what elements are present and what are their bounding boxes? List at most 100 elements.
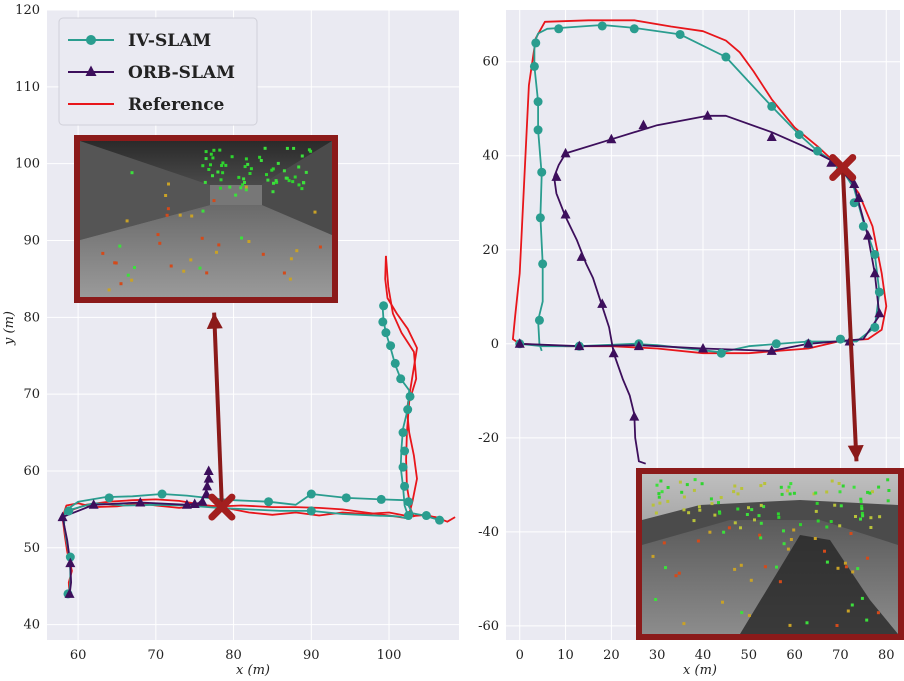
left-reference-line	[66, 498, 440, 521]
right-y-tick-label: 40	[482, 149, 499, 164]
right-orb-slam-marker	[766, 345, 777, 355]
right-iv-slam-marker	[721, 52, 731, 62]
right-orb-slam-marker	[698, 343, 708, 353]
left-iv-slam-marker	[306, 506, 316, 516]
left-x-tick-label: 90	[303, 648, 320, 663]
right-x-tick-label: 0	[516, 648, 524, 663]
left-orb-slam-marker	[202, 480, 213, 491]
left-y-tick-label: 50	[23, 541, 40, 556]
right-failure-x-marker	[829, 154, 857, 181]
right-iv-slam-marker	[534, 315, 544, 325]
right-reference-line	[512, 19, 888, 355]
right-orb-slam-marker	[560, 209, 571, 219]
right-orb-slam-marker	[576, 251, 587, 261]
right-iv-slam-marker	[870, 249, 880, 259]
left-orb-slam-marker	[135, 496, 146, 507]
right-iv-slam-marker	[533, 97, 543, 107]
legend-entry-reference: Reference	[68, 95, 225, 115]
left-y-tick-label: 60	[23, 464, 40, 479]
legend-marker-iv-slam	[86, 35, 96, 45]
right-y-tick-label: -20	[478, 431, 499, 446]
left-y-axis-label: y (m)	[2, 311, 17, 346]
right-orb-slam-marker	[766, 131, 777, 141]
left-x-tick-label: 70	[148, 648, 165, 663]
corridor-feature-points	[101, 146, 322, 292]
left-y-tick-label: 70	[23, 387, 40, 402]
left-iv-slam-marker	[400, 481, 410, 491]
left-iv-slam-marker	[157, 489, 167, 499]
right-iv-slam-marker	[529, 61, 539, 71]
left-iv-slam-marker	[378, 317, 388, 327]
left-reference-line	[384, 255, 418, 515]
left-iv-slam-marker	[65, 552, 75, 562]
right-orb-slam-marker	[826, 157, 837, 167]
right-orb-slam-marker	[560, 147, 571, 158]
legend-label-iv-slam: IV-SLAM	[128, 31, 211, 51]
right-iv-slam-marker	[533, 125, 543, 135]
right-iv-slam-marker	[813, 146, 823, 156]
right-iv-slam-marker	[675, 29, 685, 39]
left-iv-slam-marker	[64, 506, 74, 516]
right-orb-slam-marker	[551, 171, 562, 181]
right-series	[512, 19, 888, 465]
right-iv-slam-marker	[771, 339, 781, 349]
left-iv-slam-marker	[381, 328, 391, 338]
right-iv-slam-marker	[874, 287, 884, 297]
left-tick-labels: 60 70 80 90 100 40 50 60 70 80 90 100 110 120	[15, 3, 401, 663]
right-orb-slam-marker	[803, 338, 814, 348]
right-failure-arrow	[840, 167, 864, 462]
left-y-tick-label: 40	[23, 618, 40, 633]
right-orb-slam-line	[519, 114, 881, 465]
right-x-tick-label: 60	[786, 648, 803, 663]
right-iv-slam-marker	[767, 101, 777, 111]
left-failure-x-marker	[208, 493, 236, 521]
right-x-tick-label: 20	[603, 648, 620, 663]
legend-label-reference: Reference	[128, 95, 225, 115]
left-iv-slam-marker	[376, 494, 386, 504]
legend-entry-iv-slam: IV-SLAM	[68, 31, 211, 51]
right-orb-slam-marker	[597, 298, 608, 308]
right-orb-slam-marker	[574, 340, 585, 351]
left-iv-slam-marker	[398, 428, 408, 438]
left-iv-slam-marker	[104, 493, 114, 503]
right-iv-slam-marker	[538, 259, 548, 269]
left-orb-slam-marker	[203, 473, 214, 483]
legend: IV-SLAM ORB-SLAM Reference	[58, 17, 258, 126]
left-iv-slam-marker	[435, 515, 445, 525]
right-iv-slam-line	[519, 24, 881, 354]
left-orb-slam-marker	[64, 588, 75, 598]
left-series	[57, 255, 456, 599]
right-y-tick-label: 60	[482, 55, 499, 70]
right-x-tick-label: 10	[557, 648, 574, 663]
left-orb-slam-marker	[88, 499, 99, 509]
left-iv-slam-marker	[421, 511, 431, 521]
left-iv-slam-marker	[396, 374, 406, 384]
right-x-axis-label: x (m)	[683, 663, 717, 678]
right-orb-slam-marker	[629, 411, 640, 421]
right-orb-slam-marker	[849, 178, 860, 188]
left-iv-slam-marker	[398, 462, 408, 472]
left-iv-slam-marker	[386, 341, 396, 351]
right-orb-slam-marker	[862, 230, 873, 240]
left-orb-slam-marker	[197, 496, 208, 506]
right-iv-slam-marker	[858, 221, 868, 231]
left-x-tick-label: 60	[70, 648, 87, 663]
left-orb-slam-marker	[189, 498, 200, 509]
left-orb-slam-marker	[65, 557, 76, 568]
legend-marker-orb-slam	[85, 65, 97, 76]
right-x-tick-label: 40	[695, 648, 712, 663]
right-tick-labels: 0 10 20 30 40 50 60 70 80 -60 -40 -20 0 20 40 60	[478, 55, 894, 663]
right-iv-slam-marker	[835, 334, 845, 344]
left-iv-slam-marker	[400, 446, 410, 456]
left-iv-slam-line	[66, 502, 409, 520]
right-iv-slam-marker	[554, 24, 564, 34]
right-y-tick-label: 0	[491, 337, 499, 352]
right-x-tick-label: 80	[878, 648, 895, 663]
right-orb-slam-marker	[608, 347, 619, 358]
left-reference-line	[385, 255, 418, 518]
right-iv-slam-marker	[537, 167, 547, 177]
right-orb-slam-marker	[869, 267, 880, 278]
right-orb-slam-marker	[702, 110, 713, 120]
left-iv-slam-marker	[403, 405, 413, 415]
